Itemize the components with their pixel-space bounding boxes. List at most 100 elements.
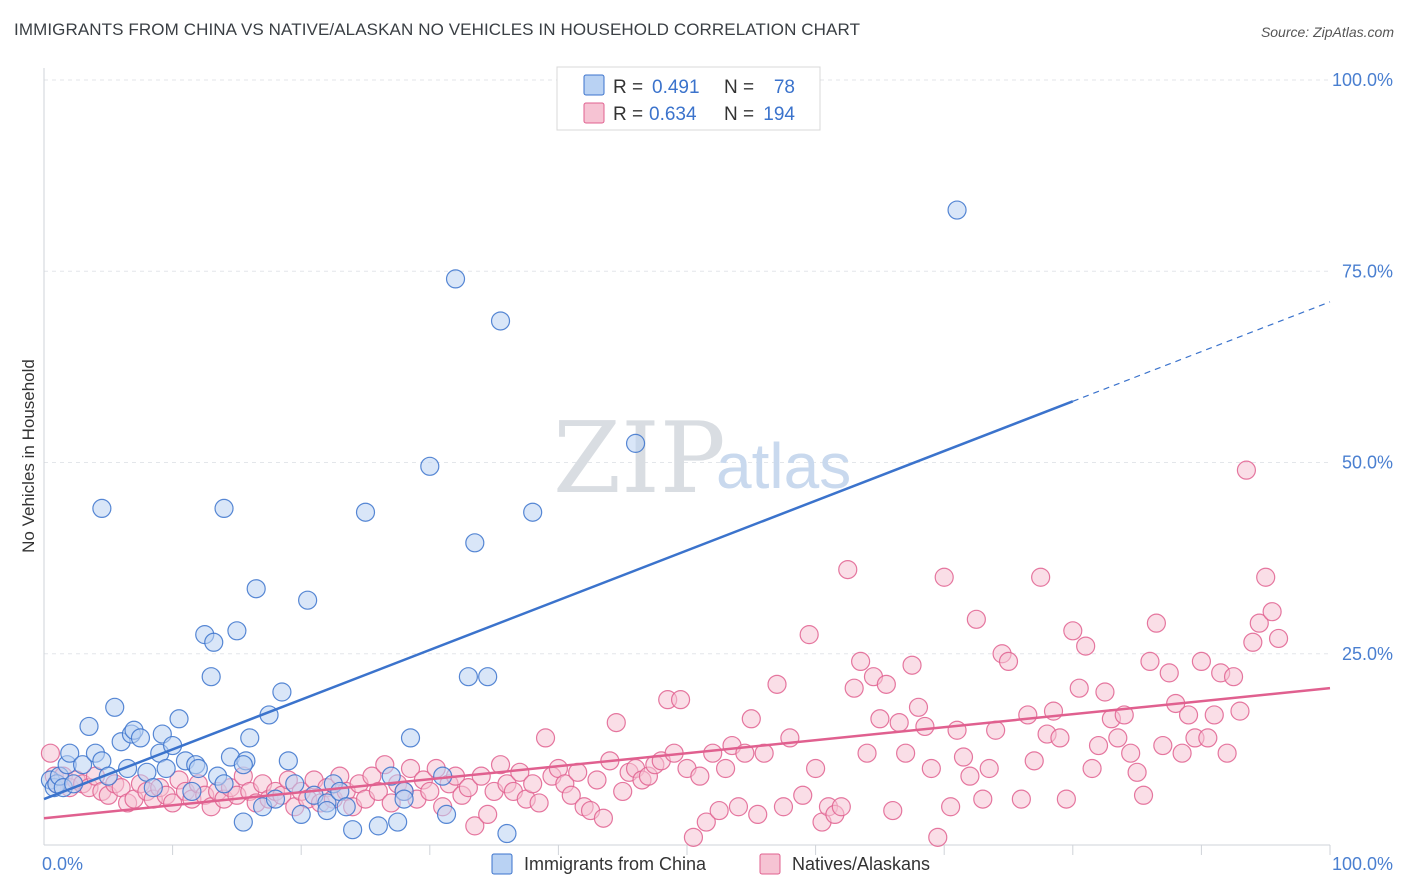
natives-point [587, 770, 607, 790]
china-point [478, 667, 498, 687]
legend-r-value: 0.634 [649, 104, 697, 125]
natives-point [1243, 632, 1263, 652]
watermark-atlas: atlas [716, 430, 851, 502]
natives-point [510, 762, 530, 782]
natives-point [1056, 789, 1076, 809]
china-point [355, 502, 376, 522]
natives-point [748, 804, 768, 825]
natives-point [1076, 636, 1096, 656]
legend-swatch-china [583, 74, 605, 96]
x-tick-label: 0.0% [42, 854, 83, 874]
china-point [72, 755, 93, 775]
legend-r-label: R = [613, 77, 643, 98]
legend-r-label: R = [613, 104, 643, 125]
natives-point [1082, 758, 1102, 779]
china-point [233, 812, 253, 832]
natives-point [606, 712, 626, 733]
china-point [445, 269, 466, 289]
natives-point [715, 758, 736, 779]
trend-lines [43, 301, 1331, 820]
natives-point [741, 709, 761, 729]
natives-point [420, 781, 440, 802]
natives-point [941, 797, 961, 817]
china-point [265, 789, 286, 809]
natives-point [928, 827, 948, 847]
china-point [105, 697, 125, 717]
natives-point [471, 766, 491, 786]
natives-point [973, 789, 993, 809]
natives-point [838, 559, 858, 580]
natives-point [934, 567, 954, 587]
natives-point [1088, 735, 1109, 756]
natives-point [1133, 785, 1154, 805]
china-point [947, 200, 967, 220]
natives-point [889, 712, 909, 733]
natives-point [1031, 567, 1051, 587]
watermark: ZIP atlas [553, 402, 851, 516]
china-point [490, 311, 511, 331]
natives-point [529, 793, 549, 813]
x-tick-labels: 0.0% 100.0% [42, 854, 1393, 874]
natives-point [696, 812, 716, 832]
natives-point [876, 674, 896, 694]
natives-point [1069, 678, 1089, 698]
y-tick-labels: 100.0% 75.0% 50.0% 25.0% [1332, 70, 1393, 664]
china-point [182, 781, 202, 802]
natives-point [1063, 621, 1083, 641]
natives-point [535, 728, 556, 748]
natives-point [831, 797, 851, 817]
china-point [291, 804, 311, 825]
natives-point [851, 651, 871, 672]
natives-point [683, 827, 704, 847]
natives-point [896, 743, 916, 763]
natives-point [1159, 663, 1179, 683]
source-credit: Source: ZipAtlas.com [1260, 24, 1394, 40]
natives-point [998, 651, 1019, 672]
china-point [240, 728, 260, 748]
natives-point [1011, 789, 1031, 809]
natives-point [921, 758, 941, 779]
watermark-zip: ZIP [553, 402, 726, 516]
natives-point [767, 674, 787, 694]
china-point [143, 778, 163, 798]
china-point [298, 590, 318, 610]
natives-point [986, 720, 1006, 740]
bottom-legend-swatch-natives [759, 853, 781, 875]
natives-point [1108, 728, 1128, 748]
natives-point [793, 785, 813, 805]
china-point [214, 498, 234, 518]
natives-point [979, 758, 999, 779]
natives-point [613, 781, 633, 802]
natives-point [1198, 728, 1218, 748]
natives-point [947, 720, 967, 740]
natives-point [953, 747, 974, 767]
natives-point [523, 774, 543, 794]
natives-point [728, 797, 749, 817]
natives-point [805, 758, 826, 779]
legend-r-value: 0.491 [652, 77, 700, 98]
natives-point [883, 800, 903, 821]
natives-point [1217, 743, 1237, 763]
y-tick-label: 75.0% [1342, 261, 1393, 281]
china-points [40, 200, 967, 844]
natives-point [40, 743, 61, 763]
bottom-legend-label-china: Immigrants from China [524, 854, 707, 874]
y-tick-label: 100.0% [1332, 70, 1393, 90]
china-point [233, 755, 253, 775]
china-point [169, 709, 189, 729]
natives-point [709, 800, 729, 821]
china-point [343, 820, 363, 840]
natives-point [163, 793, 183, 813]
china-point [523, 502, 543, 522]
natives-point [1268, 628, 1289, 649]
china-point [388, 812, 408, 832]
natives-point [1230, 701, 1250, 721]
natives-point [1191, 651, 1212, 672]
natives-point [915, 716, 935, 737]
china-point [420, 456, 440, 476]
legend-n-label: N = [724, 77, 754, 98]
china-point [381, 766, 401, 786]
china-point [336, 797, 356, 817]
china-trend-extension [1072, 301, 1331, 402]
china-point [436, 804, 457, 825]
